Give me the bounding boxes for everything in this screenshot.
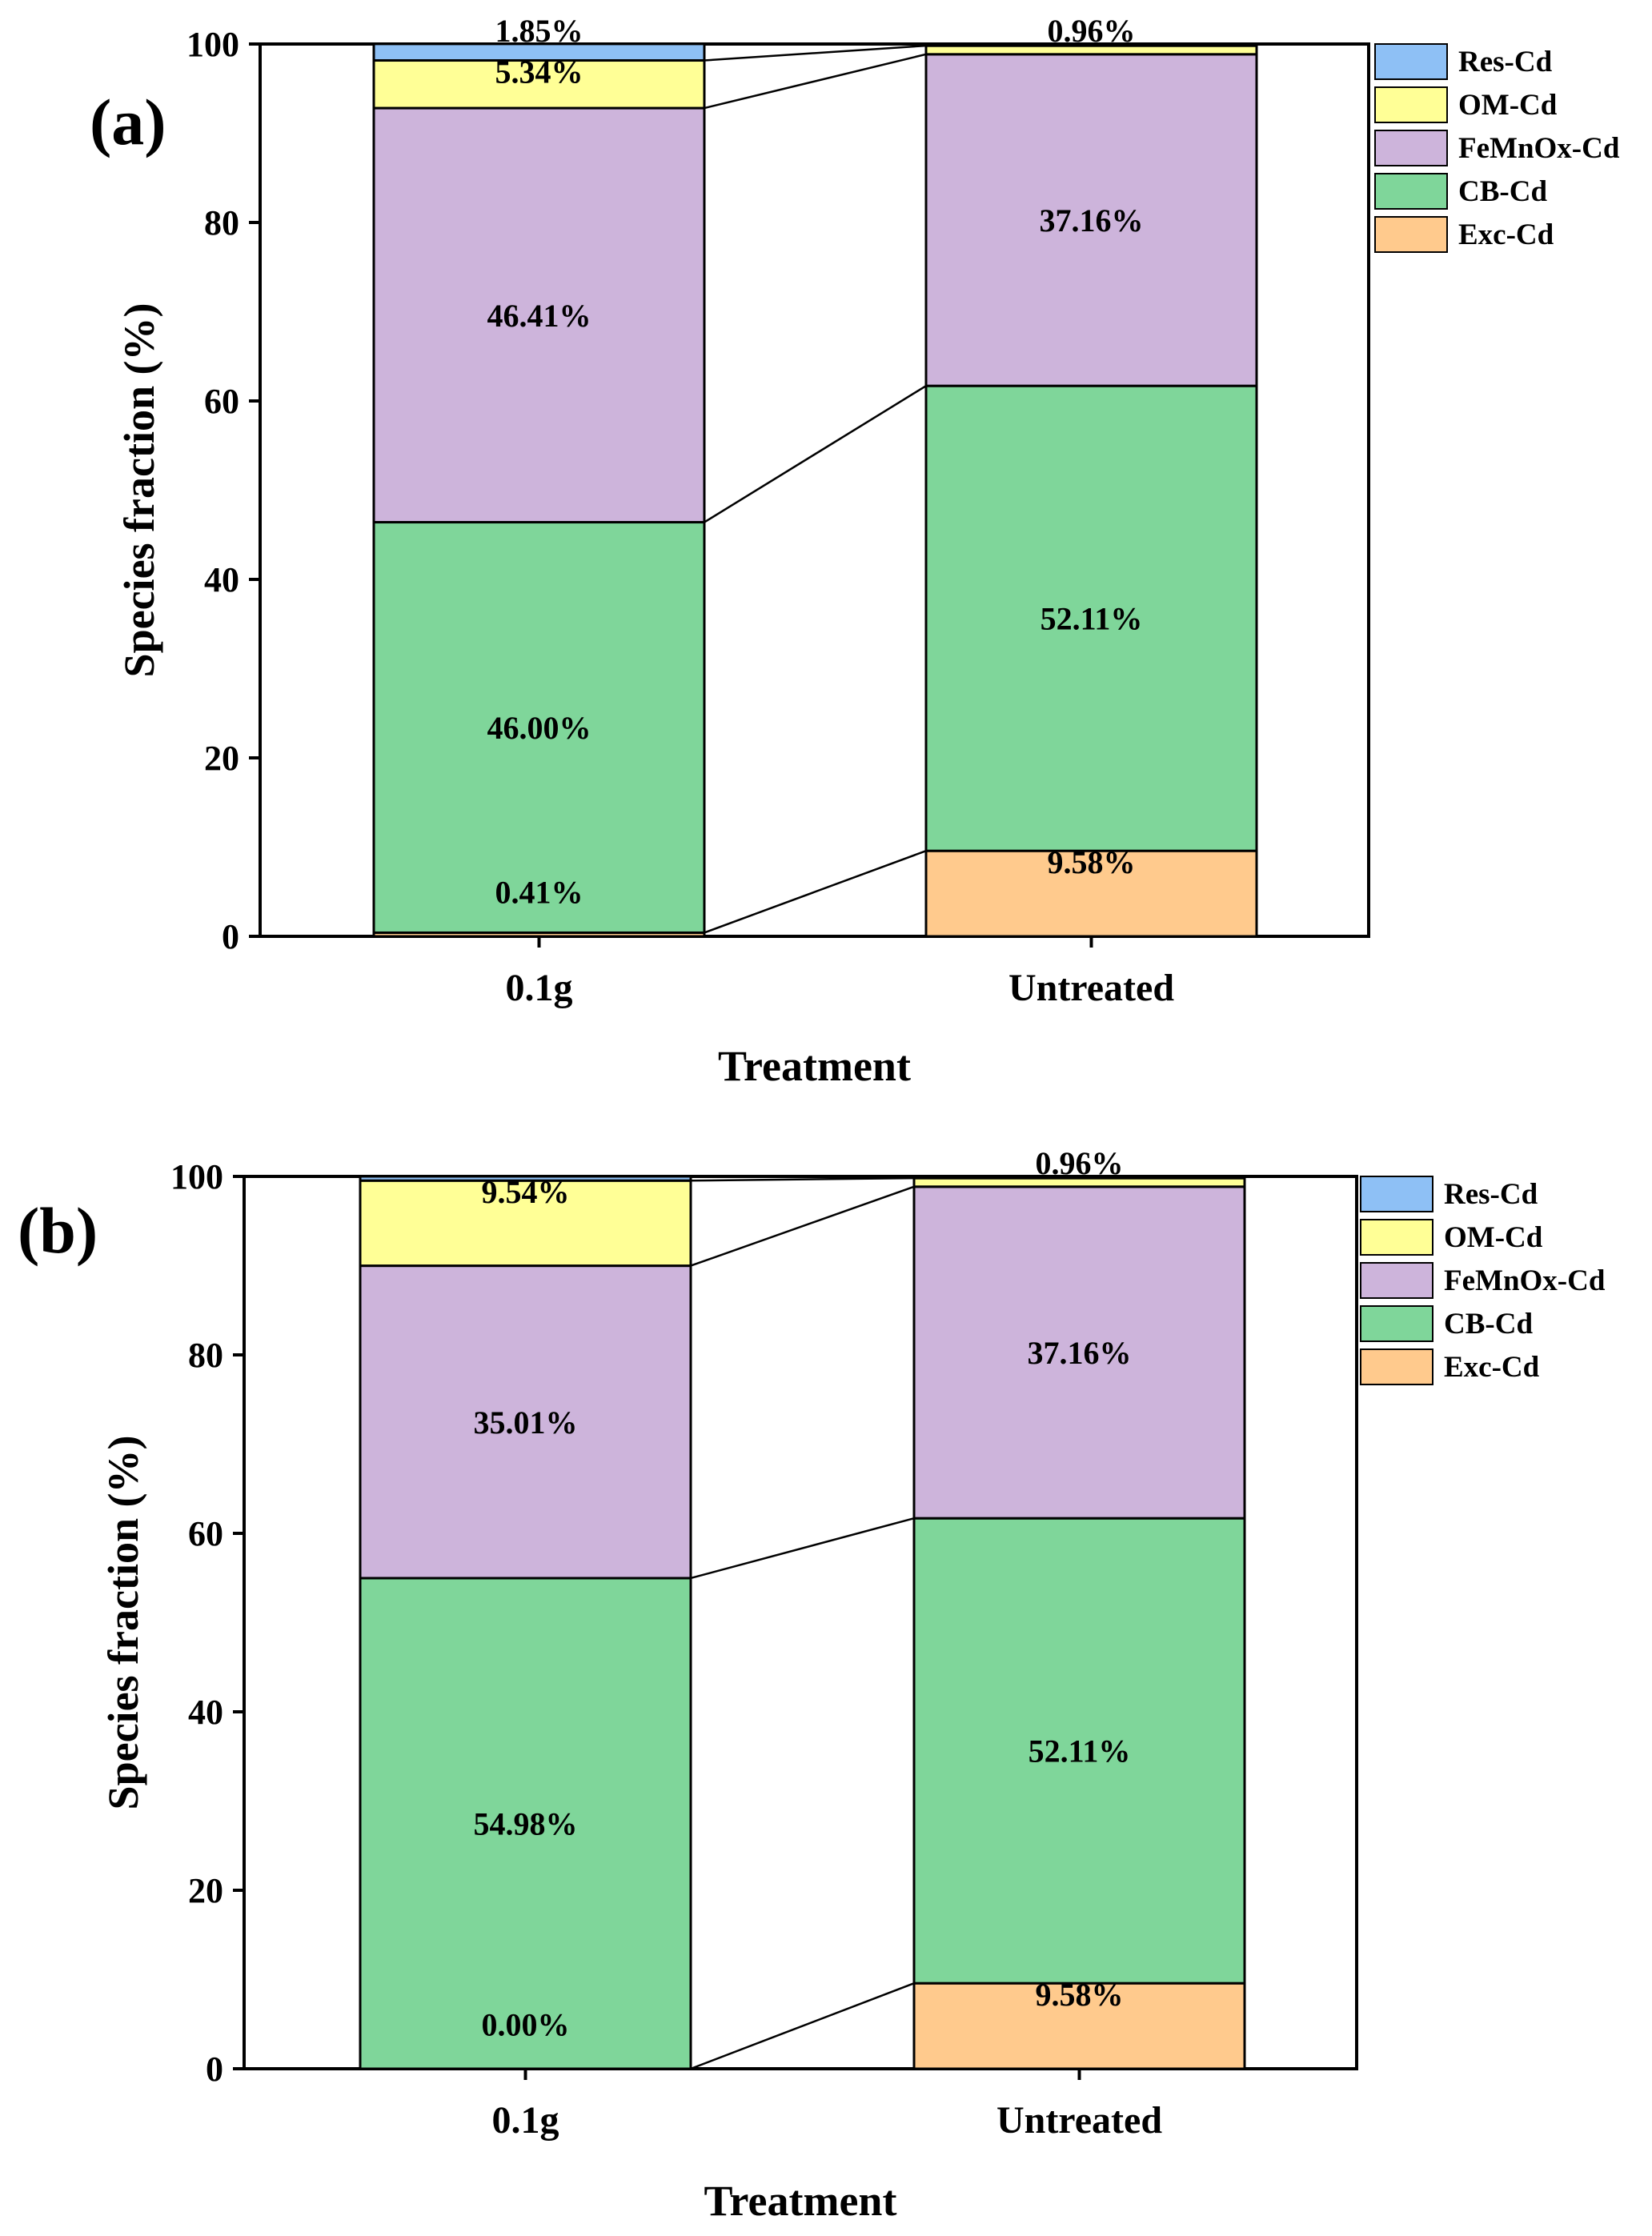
x-axis-title: Treatment bbox=[718, 1042, 911, 1090]
y-tick-label: 40 bbox=[188, 1693, 223, 1732]
bar-segment-cb-cd-treated bbox=[359, 1577, 692, 2070]
bar-segment-res-cd-treated bbox=[372, 42, 706, 62]
data-label-femnox-cd: 35.01% bbox=[474, 1405, 578, 1441]
data-label-exc-cd: 0.00% bbox=[482, 2006, 570, 2042]
legend-label-femnox-cd: FeMnOx-Cd bbox=[1458, 132, 1620, 165]
data-label-exc-cd: 9.58% bbox=[1036, 1977, 1124, 2013]
connector-line bbox=[704, 53, 927, 110]
y-axis-title: Species fraction (%) bbox=[99, 1436, 147, 1810]
legend-label-cb-cd: CB-Cd bbox=[1458, 175, 1547, 208]
legend-swatch-res-cd bbox=[1360, 1176, 1433, 1212]
data-label-femnox-cd: 37.16% bbox=[1028, 1335, 1132, 1371]
data-label-cb-cd: 54.98% bbox=[474, 1805, 578, 1841]
bar-segment-femnox-cd-untreated bbox=[912, 1185, 1246, 1520]
data-label-femnox-cd: 37.16% bbox=[1040, 202, 1144, 238]
chart-panel-b: 0.00% 54.98% 35.01% 9.54% 9.58% 52.11% 37.16% 0… bbox=[18, 1145, 1606, 2225]
y-tick-label: 40 bbox=[204, 560, 239, 599]
x-tick-label: 0.1g bbox=[506, 967, 573, 1009]
legend-swatch-cb-cd bbox=[1374, 173, 1448, 210]
y-tick-label: 20 bbox=[188, 1871, 223, 1910]
legend-label-om-cd: OM-Cd bbox=[1458, 89, 1558, 122]
x-tick-label: 0.1g bbox=[492, 2099, 559, 2142]
legend-swatch-exc-cd bbox=[1374, 216, 1448, 253]
panel-label: (b) bbox=[18, 1194, 98, 1267]
connector-line bbox=[690, 1517, 915, 1580]
data-label-exc-cd: 9.58% bbox=[1048, 844, 1136, 880]
y-tick-label: 0 bbox=[222, 917, 239, 956]
data-label-res-cd: 0.96% bbox=[1036, 1145, 1124, 1181]
legend-label-exc-cd: Exc-Cd bbox=[1444, 1351, 1540, 1384]
legend-label-cb-cd: CB-Cd bbox=[1444, 1308, 1533, 1340]
legend: Res-Cd OM-Cd FeMnOx-Cd CB-Cd Exc-Cd bbox=[1374, 43, 1620, 253]
connector-line bbox=[704, 44, 927, 62]
data-label-res-cd: 0.96% bbox=[1048, 13, 1136, 49]
data-label-femnox-cd: 46.41% bbox=[487, 298, 591, 334]
legend-swatch-om-cd bbox=[1374, 86, 1448, 123]
data-label-exc-cd: 0.41% bbox=[495, 874, 583, 910]
x-axis-title: Treatment bbox=[704, 2177, 897, 2225]
connector-line bbox=[690, 1176, 915, 1182]
chart-panel-a: 0.41% 46.00% 46.41% 5.34% 1.85% 9.58% 52.11% 37… bbox=[90, 13, 1620, 1090]
connector-line bbox=[690, 1185, 915, 1267]
legend-swatch-exc-cd bbox=[1360, 1348, 1433, 1385]
y-tick-label: 60 bbox=[204, 382, 239, 421]
bar-segment-res-cd-untreated bbox=[912, 1175, 1246, 1180]
data-label-cb-cd: 52.11% bbox=[1041, 601, 1143, 637]
legend-swatch-res-cd bbox=[1374, 43, 1448, 80]
y-axis-title: Species fraction (%) bbox=[115, 303, 163, 678]
y-tick-label: 100 bbox=[170, 1157, 223, 1196]
connector-line bbox=[690, 1982, 915, 2070]
legend-swatch-om-cd bbox=[1360, 1219, 1433, 1256]
y-tick-label: 100 bbox=[186, 25, 239, 64]
legend-label-femnox-cd: FeMnOx-Cd bbox=[1444, 1264, 1606, 1297]
y-tick-label: 60 bbox=[188, 1514, 223, 1553]
bar-segment-om-cd-treated bbox=[372, 59, 706, 110]
bar-segment-exc-cd-untreated bbox=[912, 1982, 1246, 2070]
legend-label-om-cd: OM-Cd bbox=[1444, 1221, 1543, 1254]
legend: Res-Cd OM-Cd FeMnOx-Cd CB-Cd Exc-Cd bbox=[1360, 1176, 1606, 1385]
bar-segment-res-cd-untreated bbox=[924, 42, 1258, 47]
data-label-cb-cd: 46.00% bbox=[487, 710, 591, 746]
connector-line bbox=[704, 385, 927, 523]
bar-segment-cb-cd-untreated bbox=[924, 384, 1258, 852]
data-label-om-cd: 5.34% bbox=[495, 54, 583, 90]
legend-label-res-cd: Res-Cd bbox=[1444, 1178, 1538, 1211]
bar-segment-res-cd-treated bbox=[359, 1175, 692, 1182]
x-tick-label: Untreated bbox=[996, 2099, 1162, 2142]
bar-segment-femnox-cd-untreated bbox=[924, 53, 1258, 387]
connector-line bbox=[704, 850, 927, 934]
legend-label-exc-cd: Exc-Cd bbox=[1458, 218, 1554, 251]
legend-swatch-femnox-cd bbox=[1360, 1262, 1433, 1299]
legend-label-res-cd: Res-Cd bbox=[1458, 46, 1553, 78]
panel-label: (a) bbox=[90, 86, 166, 158]
y-tick-label: 80 bbox=[204, 203, 239, 242]
data-label-cb-cd: 52.11% bbox=[1028, 1733, 1131, 1769]
data-label-om-cd: 9.54% bbox=[482, 1174, 570, 1210]
legend-swatch-cb-cd bbox=[1360, 1305, 1433, 1342]
y-tick-label: 20 bbox=[204, 739, 239, 778]
data-label-res-cd: 1.85% bbox=[495, 13, 583, 49]
x-tick-label: Untreated bbox=[1008, 967, 1174, 1009]
y-tick-label: 0 bbox=[206, 2050, 223, 2089]
bar-segment-cb-cd-untreated bbox=[912, 1517, 1246, 1985]
bar-segment-femnox-cd-treated bbox=[359, 1264, 692, 1580]
legend-swatch-femnox-cd bbox=[1374, 130, 1448, 166]
y-tick-label: 80 bbox=[188, 1336, 223, 1375]
bar-segment-femnox-cd-treated bbox=[372, 106, 706, 524]
